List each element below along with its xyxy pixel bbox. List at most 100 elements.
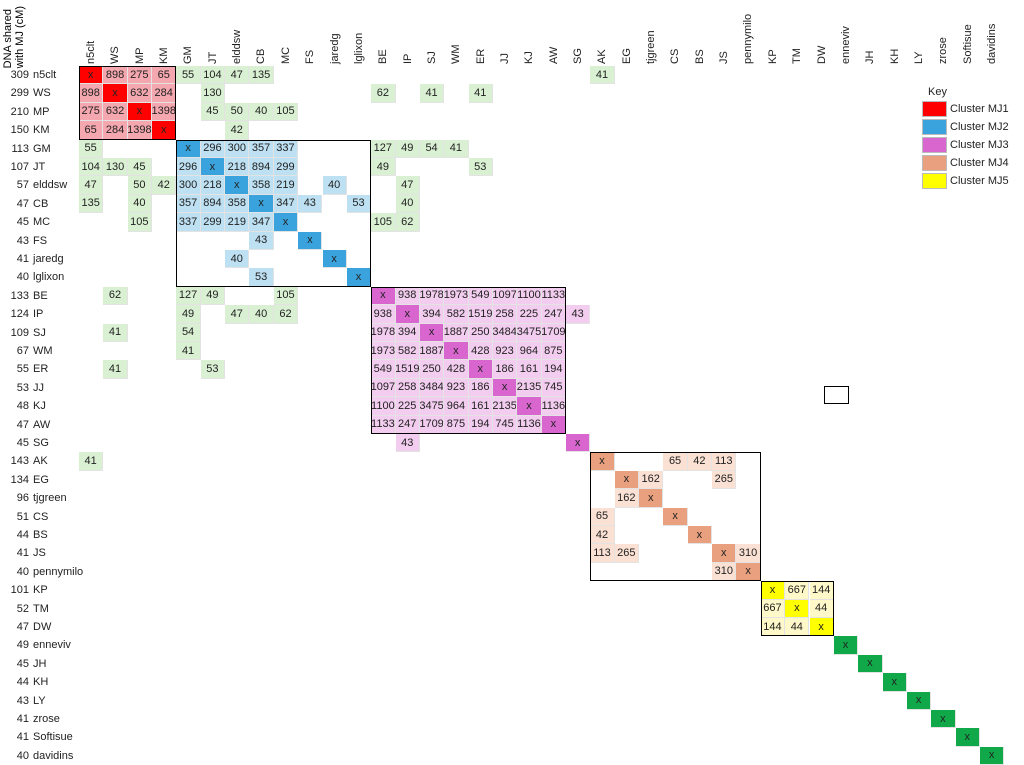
column-header[interactable]: KJ — [523, 51, 536, 64]
shared-cm-cell[interactable]: 42 — [225, 121, 250, 140]
shared-cm-cell[interactable]: 898 — [103, 66, 128, 85]
column-header[interactable]: GM — [182, 46, 195, 64]
shared-cm-cell[interactable]: 299 — [200, 213, 226, 232]
shared-cm-cell[interactable]: 104 — [200, 66, 226, 85]
diagonal-cell[interactable]: x — [712, 544, 737, 563]
column-header[interactable]: Softisue — [961, 24, 974, 64]
shared-cm-cell[interactable]: 275 — [79, 102, 104, 122]
shared-cm-cell[interactable]: 41 — [419, 84, 445, 103]
row-name[interactable]: pennymilo — [33, 565, 84, 578]
shared-cm-cell[interactable]: 1100 — [371, 397, 396, 416]
row-cm-value[interactable]: 40 — [16, 565, 29, 578]
diagonal-cell[interactable]: x — [979, 746, 1005, 765]
shared-cm-cell[interactable]: 394 — [395, 323, 420, 342]
shared-cm-cell[interactable]: 549 — [468, 286, 493, 306]
shared-cm-cell[interactable]: 105 — [273, 102, 299, 122]
shared-cm-cell[interactable]: 296 — [200, 139, 226, 158]
shared-cm-cell[interactable]: 258 — [492, 305, 518, 324]
shared-cm-cell[interactable]: 1133 — [371, 415, 396, 434]
shared-cm-cell[interactable]: 1978 — [371, 323, 396, 342]
shared-cm-cell[interactable]: 1709 — [541, 323, 566, 342]
shared-cm-cell[interactable]: 2135 — [517, 378, 542, 398]
shared-cm-cell[interactable]: 923 — [444, 378, 469, 398]
shared-cm-cell[interactable]: 247 — [395, 415, 420, 434]
column-header[interactable]: WM — [450, 44, 463, 64]
row-name[interactable]: KP — [33, 584, 48, 597]
diagonal-cell[interactable]: x — [176, 139, 201, 158]
diagonal-cell[interactable]: x — [346, 268, 372, 287]
row-cm-value[interactable]: 45 — [16, 216, 29, 229]
shared-cm-cell[interactable]: 130 — [200, 84, 226, 103]
diagonal-cell[interactable]: x — [590, 452, 615, 471]
shared-cm-cell[interactable]: 3475 — [419, 397, 445, 416]
column-header[interactable]: BE — [377, 49, 390, 64]
shared-cm-cell[interactable]: 144 — [760, 618, 786, 637]
diagonal-cell[interactable]: x — [517, 397, 542, 416]
diagonal-cell[interactable]: x — [298, 231, 323, 250]
row-name[interactable]: Softisue — [33, 731, 73, 744]
row-cm-value[interactable]: 49 — [16, 639, 29, 652]
row-name[interactable]: JJ — [33, 381, 44, 394]
shared-cm-cell[interactable]: 105 — [371, 213, 396, 232]
row-cm-value[interactable]: 45 — [16, 437, 29, 449]
shared-cm-cell[interactable]: 250 — [419, 360, 445, 379]
column-header[interactable]: n5clt — [85, 40, 97, 64]
shared-cm-cell[interactable]: 428 — [444, 360, 469, 379]
row-cm-value[interactable]: 44 — [16, 529, 29, 541]
shared-cm-cell[interactable]: 41 — [176, 342, 201, 361]
shared-cm-cell[interactable]: 40 — [322, 176, 347, 195]
column-header[interactable]: KP — [766, 49, 779, 64]
shared-cm-cell[interactable]: 310 — [712, 562, 737, 582]
shared-cm-cell[interactable]: 194 — [541, 360, 566, 379]
row-cm-value[interactable]: 51 — [16, 510, 29, 523]
shared-cm-cell[interactable]: 265 — [712, 470, 737, 490]
shared-cm-cell[interactable]: 347 — [249, 213, 274, 232]
shared-cm-cell[interactable]: 894 — [249, 158, 274, 177]
shared-cm-cell[interactable]: 1136 — [517, 415, 542, 434]
shared-cm-cell[interactable]: 347 — [273, 194, 299, 214]
shared-cm-cell[interactable]: 144 — [809, 581, 834, 600]
shared-cm-cell[interactable]: 1398 — [127, 121, 153, 140]
shared-cm-cell[interactable]: 667 — [785, 581, 810, 600]
row-name[interactable]: CS — [33, 510, 49, 523]
shared-cm-cell[interactable]: 428 — [468, 342, 493, 361]
row-name[interactable]: LY — [33, 694, 46, 707]
shared-cm-cell[interactable]: 130 — [103, 158, 128, 177]
shared-cm-cell[interactable]: 284 — [103, 121, 128, 140]
diagonal-cell[interactable]: x — [760, 581, 786, 600]
diagonal-cell[interactable]: x — [736, 562, 761, 582]
column-header[interactable]: zrose — [937, 37, 950, 64]
row-name[interactable]: JS — [33, 547, 46, 560]
shared-cm-cell[interactable]: 65 — [79, 121, 104, 140]
row-cm-value[interactable]: 309 — [10, 69, 29, 81]
shared-cm-cell[interactable]: 275 — [127, 66, 153, 85]
row-cm-value[interactable]: 41 — [16, 547, 29, 560]
diagonal-cell[interactable]: x — [225, 176, 250, 195]
shared-cm-cell[interactable]: 161 — [468, 397, 493, 416]
shared-cm-cell[interactable]: 49 — [371, 158, 396, 177]
shared-cm-cell[interactable]: 62 — [103, 286, 128, 306]
row-cm-value[interactable]: 43 — [16, 694, 29, 707]
shared-cm-cell[interactable]: 938 — [395, 286, 420, 306]
row-name[interactable]: GM — [33, 142, 51, 155]
diagonal-cell[interactable]: x — [639, 489, 664, 508]
row-name[interactable]: MC — [33, 216, 51, 229]
shared-cm-cell[interactable]: 49 — [176, 305, 201, 324]
shared-cm-cell[interactable]: 218 — [225, 158, 250, 177]
shared-cm-cell[interactable]: 47 — [225, 66, 250, 85]
diagonal-cell[interactable]: x — [249, 194, 274, 214]
row-name[interactable]: WM — [33, 345, 53, 357]
shared-cm-cell[interactable]: 65 — [663, 452, 688, 471]
empty-bordered-cell[interactable] — [824, 386, 849, 404]
shared-cm-cell[interactable]: 632 — [127, 84, 153, 103]
shared-cm-cell[interactable]: 65 — [590, 507, 615, 526]
column-header[interactable]: AW — [547, 46, 560, 64]
row-cm-value[interactable]: 210 — [10, 105, 29, 118]
shared-cm-cell[interactable]: 43 — [298, 194, 323, 214]
shared-cm-cell[interactable]: 47 — [395, 176, 420, 195]
diagonal-cell[interactable]: x — [955, 728, 980, 747]
row-cm-value[interactable]: 41 — [16, 731, 29, 744]
shared-cm-cell[interactable]: 3484 — [419, 378, 445, 398]
diagonal-cell[interactable]: x — [809, 618, 834, 637]
row-name[interactable]: FS — [33, 234, 48, 247]
